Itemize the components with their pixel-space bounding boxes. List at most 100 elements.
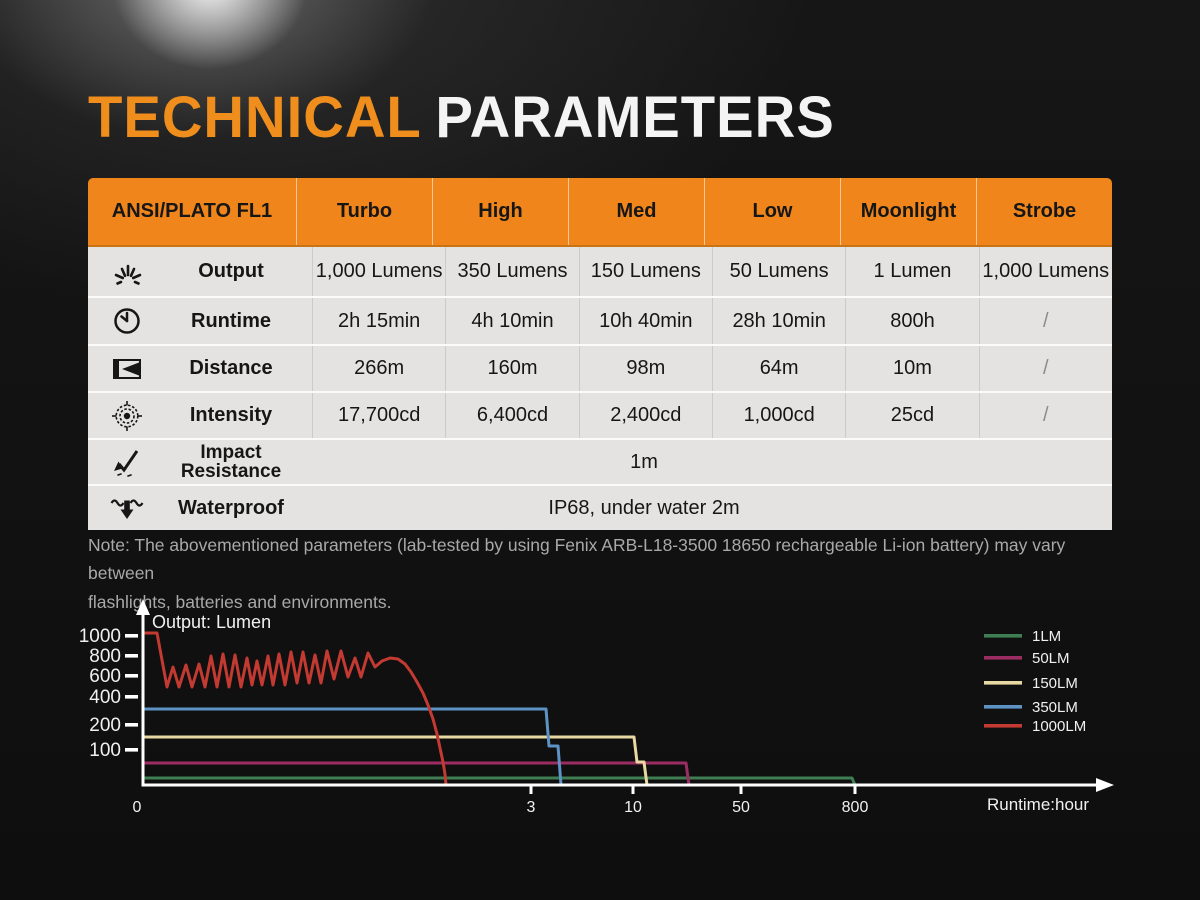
y-tick-label: 100	[89, 740, 121, 761]
x-tick-label: 3	[527, 799, 536, 816]
x-tick	[529, 786, 533, 794]
legend-swatch-50LM	[984, 656, 1022, 660]
impact-resistance-icon	[104, 444, 150, 480]
y-tick-label: 400	[89, 687, 121, 708]
header-turbo: Turbo	[297, 178, 433, 245]
runtime-high: 4h 10min	[446, 298, 580, 344]
legend-label-150LM: 150LM	[1032, 675, 1078, 692]
table-row-runtime: Runtime 2h 15min 4h 10min 10h 40min 28h …	[88, 296, 1112, 344]
header-low: Low	[705, 178, 841, 245]
intensity-turbo: 17,700cd	[313, 393, 447, 438]
footnote: Note: The abovementioned parameters (lab…	[88, 531, 1128, 616]
footnote-line-1: Note: The abovementioned parameters (lab…	[88, 535, 1066, 584]
y-tick-label: 600	[89, 666, 121, 687]
legend-swatch-1LM	[984, 634, 1022, 638]
row-label-cell: Waterproof	[88, 486, 312, 530]
runtime-turbo: 2h 15min	[313, 298, 447, 344]
series-line-1000LM	[143, 631, 448, 787]
distance-med: 98m	[580, 346, 713, 391]
runtime-icon	[104, 303, 150, 339]
header-med: Med	[569, 178, 705, 245]
intensity-med: 2,400cd	[580, 393, 713, 438]
impact-resistance-value: 1m	[630, 450, 658, 473]
series-line-1LM	[143, 776, 857, 787]
row-label-cell: Distance	[88, 346, 313, 391]
distance-icon	[104, 351, 150, 387]
table-row-output: Output 1,000 Lumens 350 Lumens 150 Lumen…	[88, 245, 1112, 296]
series-line-150LM	[143, 735, 649, 787]
x-tick-label: 800	[842, 799, 869, 816]
x-origin-label: 0	[133, 799, 142, 816]
row-label: Intensity	[189, 404, 273, 427]
intensity-icon	[104, 398, 150, 434]
table-header-row: ANSI/PLATO FL1 Turbo High Med Low Moonli…	[88, 178, 1112, 245]
row-label: Distance	[189, 357, 273, 380]
runtime-med: 10h 40min	[580, 298, 713, 344]
row-label-cell: Intensity	[88, 393, 313, 438]
x-axis-title: Runtime:hour	[987, 795, 1089, 814]
output-low: 50 Lumens	[713, 247, 847, 296]
table-row-distance: Distance 266m 160m 98m 64m 10m /	[88, 344, 1112, 391]
spec-table: ANSI/PLATO FL1 Turbo High Med Low Moonli…	[88, 178, 1112, 530]
y-tick	[125, 654, 138, 658]
row-label: Impact Resistance	[180, 441, 282, 482]
legend-label-350LM: 350LM	[1032, 699, 1078, 716]
y-tick-label: 200	[89, 715, 121, 736]
x-axis-arrow-icon	[1096, 778, 1114, 792]
y-tick	[125, 695, 138, 699]
header-high: High	[433, 178, 569, 245]
row-label: Waterproof	[178, 496, 284, 519]
y-tick	[125, 634, 138, 638]
legend-swatch-1000LM	[984, 724, 1022, 728]
row-label-cell: Output	[88, 247, 313, 296]
page-title: TECHNICAL PARAMETERS	[88, 84, 835, 151]
runtime-low: 28h 10min	[713, 298, 847, 344]
runtime-strobe: /	[1043, 309, 1049, 332]
series-line-350LM	[143, 707, 563, 787]
row-label-cell: Impact Resistance	[88, 440, 312, 484]
table-row-waterproof: Waterproof IP68, under water 2m	[88, 484, 1112, 530]
distance-turbo: 266m	[313, 346, 447, 391]
output-strobe: 1,000 Lumens	[982, 260, 1110, 282]
legend-swatch-150LM	[984, 681, 1022, 685]
runtime-moonlight: 800h	[846, 298, 980, 344]
intensity-strobe: /	[1043, 404, 1049, 426]
row-label: Runtime	[191, 309, 271, 332]
y-tick	[125, 748, 138, 752]
x-tick	[853, 786, 857, 794]
legend-label-1000LM: 1000LM	[1032, 718, 1086, 735]
series-line-50LM	[143, 761, 691, 787]
footnote-line-2: flashlights, batteries and environments.	[88, 591, 392, 612]
intensity-moonlight: 25cd	[846, 393, 980, 438]
page-title-highlight: TECHNICAL	[88, 85, 422, 150]
distance-strobe: /	[1043, 357, 1049, 379]
y-axis-title: Output: Lumen	[152, 612, 271, 632]
y-tick	[125, 723, 138, 727]
y-tick-label: 1000	[79, 626, 121, 647]
page-title-rest: PARAMETERS	[435, 85, 835, 150]
header-ansi-plato: ANSI/PLATO FL1	[88, 178, 297, 245]
output-moonlight: 1 Lumen	[846, 247, 980, 296]
table-row-impact-resistance: Impact Resistance 1m	[88, 438, 1112, 484]
output-turbo: 1,000 Lumens	[313, 247, 447, 296]
y-tick	[125, 674, 138, 678]
waterproof-value: IP68, under water 2m	[548, 496, 740, 519]
output-icon	[104, 254, 150, 290]
distance-high: 160m	[446, 346, 580, 391]
table-row-intensity: Intensity 17,700cd 6,400cd 2,400cd 1,000…	[88, 391, 1112, 438]
distance-moonlight: 10m	[846, 346, 980, 391]
legend-label-50LM: 50LM	[1032, 650, 1070, 667]
distance-low: 64m	[713, 346, 847, 391]
row-label: Output	[198, 260, 264, 283]
output-med: 150 Lumens	[580, 247, 713, 296]
intensity-low: 1,000cd	[713, 393, 847, 438]
y-tick-label: 800	[89, 646, 121, 667]
waterproof-icon	[104, 490, 150, 526]
y-axis-arrow-icon	[136, 599, 150, 615]
legend-label-1LM: 1LM	[1032, 628, 1061, 645]
output-high: 350 Lumens	[446, 247, 580, 296]
row-label-cell: Runtime	[88, 298, 313, 344]
runtime-chart: 1000 800 600 400 200 100 3 10 50 800 0 Output: Lume…	[0, 595, 1200, 840]
